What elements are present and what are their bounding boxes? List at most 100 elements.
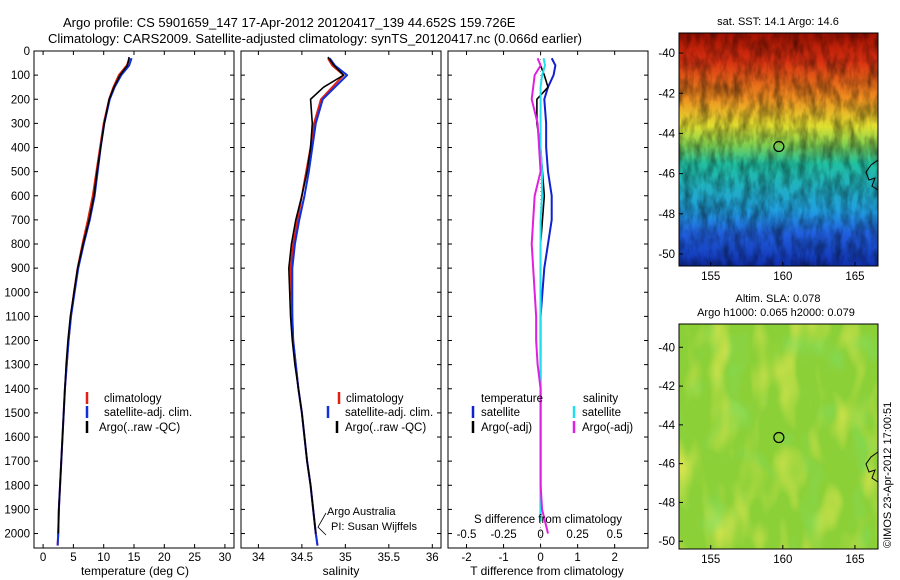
header-line-2: Climatology: CARS2009. Satellite-adjuste…	[48, 31, 582, 46]
legend-salinity-climatology: climatology	[346, 393, 404, 405]
temperature-xtick-label: 20	[158, 552, 171, 564]
difference-series-salinity-argo-adj-	[530, 57, 549, 534]
temperature-xlabel: temperature (deg C)	[81, 564, 189, 578]
salinity-series-climatology	[289, 57, 345, 546]
sst_map-xtick-label: 160	[773, 271, 792, 283]
legend-temperature-heading: temperature	[481, 393, 543, 405]
temperature-xtick-label: 25	[188, 552, 201, 564]
legend-salinity: climatology satellite-adj. clim. Argo(..…	[326, 392, 433, 434]
sst_map-frame	[678, 32, 879, 267]
sla_map-ytick-label: -46	[658, 459, 675, 471]
temperature-axes-box	[33, 50, 235, 549]
legend-salinity-satellite: satellite-adj. clim.	[345, 407, 433, 419]
depth-tick-label: 2000	[4, 529, 30, 541]
sla-coastline	[865, 451, 879, 483]
sst_map-ytick-label: -48	[658, 209, 675, 221]
depth-tick-label: 500	[11, 167, 30, 179]
sla_map-ytick-label: -50	[658, 536, 675, 548]
difference-xlabel-salinity: S difference from climatology	[474, 514, 622, 526]
temperature-xtick-label: 0	[40, 552, 46, 564]
salinity-xlabel: salinity	[323, 564, 360, 578]
salinity-panel: 34 34.5 35 35.5 36	[240, 50, 442, 564]
difference-xtick-label: 2	[611, 552, 617, 564]
difference-series-temperature-satellite	[539, 57, 557, 522]
temperature-xtick-label: 5	[70, 552, 76, 564]
sla_map-xtick-label: 165	[845, 554, 864, 566]
depth-tick-label: 1300	[4, 360, 30, 372]
depth-tick-label: 400	[11, 143, 30, 155]
annotation-argo-australia: Argo Australia PI: Susan Wijffels	[317, 506, 417, 536]
salinity-axes-box	[240, 50, 442, 549]
header-line-1: Argo profile: CS 5901659_147 17-Apr-2012…	[63, 15, 516, 30]
sst_map-xtick-label: 155	[701, 271, 720, 283]
difference-xtick-label: 1	[574, 552, 580, 564]
difference-xlabel: T difference from climatology	[470, 564, 624, 578]
sla_map-ytick-label: -44	[658, 420, 675, 432]
difference-xtick-label: -2	[461, 552, 471, 564]
depth-tick-label: 200	[11, 94, 30, 106]
sst-coastline	[865, 159, 879, 191]
depth-tick-label: 1400	[4, 384, 30, 396]
sla-map-title-1: Altim. SLA: 0.078	[736, 293, 821, 305]
depth-tick-label: 0	[24, 46, 30, 58]
sst-map-title: sat. SST: 14.1 Argo: 14.6	[717, 16, 839, 28]
legend-salinity-heading: salinity	[583, 393, 618, 405]
depth-tick-label: 1200	[4, 336, 30, 348]
legend-temp-argo: Argo(-adj)	[481, 422, 532, 434]
legend-temperature-argo: Argo(..raw -QC)	[99, 422, 180, 434]
temperature-series-argo-raw-qc-	[57, 56, 130, 534]
legend-salinity-argo: Argo(..raw -QC)	[345, 422, 426, 434]
watermark: ©IMOS 23-Apr-2012 17:00:51	[882, 402, 894, 548]
depth-tick-label: 800	[11, 239, 30, 251]
sst_map-xtick-label: 165	[845, 271, 864, 283]
sst_map-ytick-label: -50	[658, 249, 675, 261]
difference-xtick-label: -1	[498, 552, 508, 564]
sla-map-title-2: Argo h1000: 0.065 h2000: 0.079	[697, 307, 855, 319]
sla_map-ytick-label: -42	[658, 381, 675, 393]
temperature-xtick-label: 10	[97, 552, 110, 564]
depth-tick-label: 700	[11, 215, 30, 227]
depth-tick-label: 1000	[4, 287, 30, 299]
difference-xtick2-label: -0.5	[457, 529, 477, 541]
sla-heatmap-green	[679, 324, 878, 549]
depth-tick-label: 100	[11, 70, 30, 82]
legend-sal-argo: Argo(-adj)	[582, 422, 633, 434]
salinity-series-argo-raw-qc-	[288, 56, 345, 534]
depth-tick-label: 1100	[5, 311, 30, 323]
legend-sal-satellite: satellite	[582, 407, 621, 419]
difference-panel: -2 -1 0 1 2-0.5 -0.25 0 0.25 0.5	[447, 50, 649, 564]
sla_map-argo-position-marker	[773, 431, 785, 444]
annotation-line-1: Argo Australia	[327, 506, 396, 518]
depth-tick-label: 1600	[4, 432, 30, 444]
legend-difference: temperature salinity satellite Argo(-adj…	[471, 393, 633, 434]
sst_map-ytick-label: -40	[658, 48, 675, 60]
sla_map-ytick-label: -48	[658, 497, 675, 509]
salinity-xtick-label: 34	[252, 552, 265, 564]
salinity-xtick-label: 34.5	[291, 552, 313, 564]
depth-tick-label: 1500	[4, 408, 30, 420]
sst-map: 155 160 165 -40 -42 -44 -46 -48 -50	[658, 32, 879, 283]
legend-temperature-climatology: climatology	[104, 393, 162, 405]
salinity-series-satellite-adj-clim-	[291, 57, 349, 546]
legend-temp-satellite: satellite	[481, 407, 520, 419]
difference-axes-box	[447, 50, 649, 549]
sst_map-ytick-label: -46	[658, 169, 675, 181]
sla_map-frame	[678, 323, 879, 550]
depth-tick-label: 1900	[4, 504, 30, 516]
sla_map-xtick-label: 160	[773, 554, 792, 566]
depth-tick-label: 1700	[4, 456, 30, 468]
depth-tick-label: 300	[11, 118, 30, 130]
legend-temperature: climatology satellite-adj. clim. Argo(..…	[85, 392, 192, 434]
depth-tick-label: 900	[11, 263, 30, 275]
difference-xtick-label: 0	[537, 552, 543, 564]
temperature-xtick-label: 30	[219, 552, 232, 564]
annotation-leader-line	[317, 512, 327, 536]
salinity-xtick-label: 35	[339, 552, 352, 564]
sst_map-ytick-label: -44	[658, 128, 675, 140]
depth-tick-label: 600	[11, 191, 30, 203]
salinity-xtick-label: 35.5	[378, 552, 400, 564]
sst-heatmap-texture	[679, 33, 878, 266]
sla_map-xtick-label: 155	[701, 554, 720, 566]
annotation-line-2: PI: Susan Wijffels	[331, 521, 417, 533]
